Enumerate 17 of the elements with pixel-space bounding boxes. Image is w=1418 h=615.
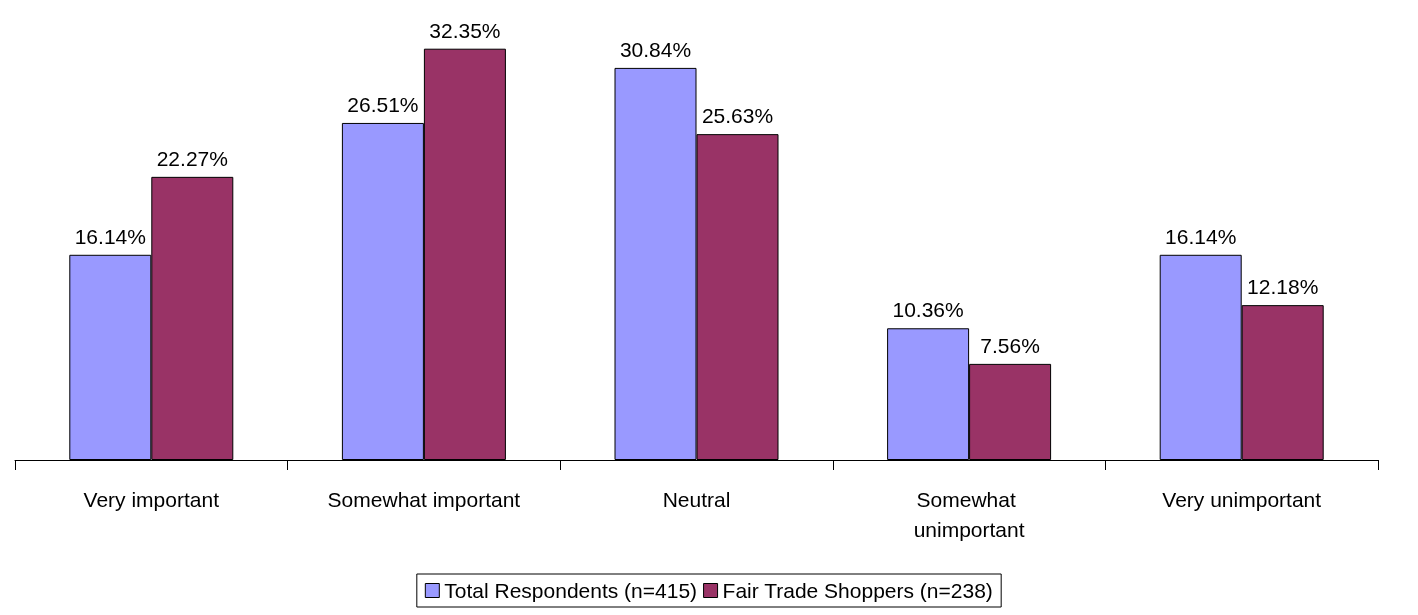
x-tick-label: Somewhat unimportant <box>913 487 1025 541</box>
data-label: 25.63% <box>701 104 774 128</box>
legend-label: Total Respondents (n=415) <box>444 579 698 602</box>
data-label: 12.18% <box>1247 275 1319 299</box>
data-label: 26.51% <box>347 92 419 116</box>
x-tick-label: Very important <box>83 487 220 511</box>
data-label: 7.56% <box>980 333 1040 357</box>
x-tick-label: Very unimportant <box>1162 487 1322 511</box>
data-label: 10.36% <box>892 298 964 322</box>
data-label: 16.14% <box>1165 224 1237 248</box>
data-label: 30.84% <box>619 37 692 61</box>
data-label: 22.27% <box>156 146 228 170</box>
x-tick-label: Neutral <box>662 487 731 511</box>
data-label: 32.35% <box>429 18 501 42</box>
legend-label: Fair Trade Shoppers (n=238) <box>722 579 993 602</box>
x-tick-label: Somewhat important <box>327 487 521 511</box>
data-label: 16.14% <box>74 224 146 248</box>
